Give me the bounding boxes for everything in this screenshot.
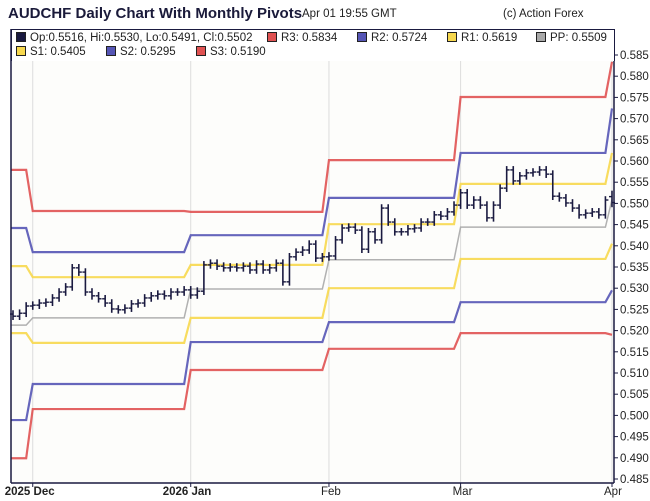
x-tick-label: 2025 Dec [5, 486, 55, 498]
x-tick-year: 2025 [5, 486, 34, 498]
legend-r3: R3: 0.5834 [267, 32, 337, 44]
legend-r1: R1: 0.5619 [447, 32, 517, 44]
y-tick-label: 0.585 [620, 50, 649, 62]
legend-s3: S3: 0.5190 [196, 46, 266, 58]
y-tick-label: 0.565 [620, 135, 649, 147]
legend-label: S3: 0.5190 [210, 46, 266, 58]
x-tick-label: Feb [321, 486, 341, 498]
x-tick-month: Dec [34, 486, 56, 498]
s2-swatch-icon [106, 46, 116, 56]
x-tick-month: Apr [604, 486, 622, 498]
y-tick-label: 0.540 [620, 241, 649, 253]
s1-swatch-icon [16, 46, 26, 56]
x-tick-month: Mar [453, 486, 473, 498]
legend-pp: PP: 0.5509 [536, 32, 607, 44]
legend-label: S2: 0.5295 [120, 46, 176, 58]
y-tick-label: 0.530 [620, 283, 649, 295]
legend-s1: S1: 0.5405 [16, 46, 86, 58]
y-tick-label: 0.570 [620, 114, 649, 126]
y-tick-label: 0.525 [620, 304, 649, 316]
pivot-line-pp [11, 199, 613, 326]
legend-label: S1: 0.5405 [30, 46, 86, 58]
chart-title: AUDCHF Daily Chart With Monthly Pivots [8, 5, 303, 22]
y-tick-label: 0.520 [620, 326, 649, 338]
legend: Op:0.5516, Hi:0.5530, Lo:0.5491, Cl:0.55… [11, 29, 615, 61]
legend-label: R2: 0.5724 [371, 32, 428, 44]
pivot-line-s1 [11, 243, 614, 344]
x-tick-label: 2026 Jan [163, 486, 212, 498]
legend-label: PP: 0.5509 [550, 32, 607, 44]
pivot-line-s2 [11, 289, 613, 422]
x-tick-label: Mar [453, 486, 473, 498]
y-tick-label: 0.580 [620, 71, 649, 83]
r1-swatch-icon [447, 32, 457, 42]
legend-label: R1: 0.5619 [461, 32, 518, 44]
x-tick-label: Apr [604, 486, 622, 498]
y-tick-label: 0.545 [620, 220, 649, 232]
legend-r2: R2: 0.5724 [357, 32, 427, 44]
pivot-line-r1 [11, 152, 614, 279]
r2-swatch-icon [357, 32, 367, 42]
y-tick-label: 0.535 [620, 262, 649, 274]
pivot-line-s3 [11, 332, 613, 460]
y-tick-label: 0.515 [620, 347, 649, 359]
legend-label: R3: 0.5834 [281, 32, 338, 44]
x-tick-year: 2026 [163, 486, 192, 498]
y-tick-label: 0.495 [620, 432, 649, 444]
x-tick-month: Jan [192, 486, 212, 498]
s3-swatch-icon [196, 46, 206, 56]
x-tick-month: Feb [321, 486, 341, 498]
legend-ohlc: Op:0.5516, Hi:0.5530, Lo:0.5491, Cl:0.55… [16, 32, 253, 44]
y-tick-label: 0.550 [620, 198, 649, 210]
pivot-line-r3 [11, 61, 614, 213]
ohlc-swatch-icon [16, 32, 26, 42]
pivot-line-r2 [11, 108, 614, 254]
y-tick-label: 0.510 [620, 368, 649, 380]
y-tick-label: 0.500 [620, 410, 649, 422]
timestamp: Apr 01 19:55 GMT [302, 8, 397, 20]
y-tick-label: 0.485 [620, 474, 649, 486]
pp-swatch-icon [536, 32, 546, 42]
r3-swatch-icon [267, 32, 277, 42]
legend-s2: S2: 0.5295 [106, 46, 176, 58]
y-tick-label: 0.560 [620, 156, 649, 168]
y-tick-label: 0.575 [620, 92, 649, 104]
legend-ohlc-label: Op:0.5516, Hi:0.5530, Lo:0.5491, Cl:0.55… [30, 32, 253, 44]
plot-area [11, 29, 614, 483]
y-tick-label: 0.490 [620, 453, 649, 465]
copyright: (c) Action Forex [503, 8, 584, 20]
y-tick-label: 0.505 [620, 389, 649, 401]
y-tick-label: 0.555 [620, 177, 649, 189]
